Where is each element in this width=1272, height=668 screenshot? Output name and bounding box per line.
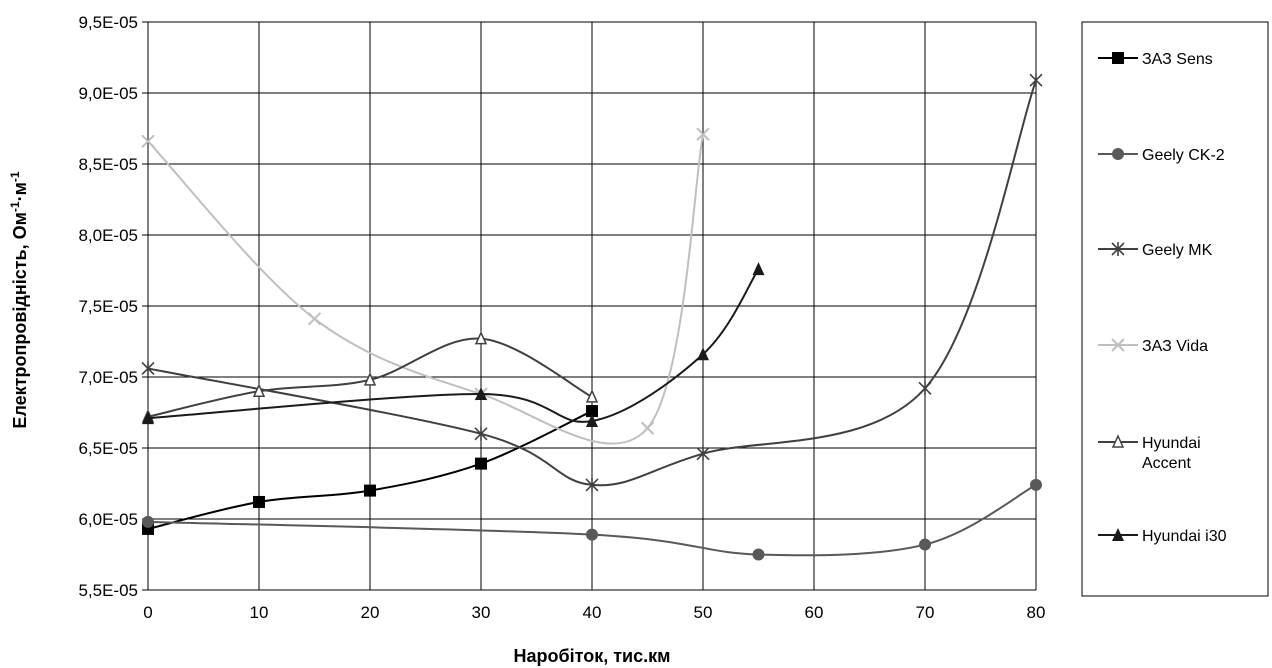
x-tick-label: 20 bbox=[361, 603, 380, 622]
data-point bbox=[585, 389, 599, 403]
data-point bbox=[307, 312, 322, 326]
y-tick-label: 8,0E-05 bbox=[78, 226, 138, 245]
legend-label: Geely CK-2 bbox=[1142, 147, 1225, 164]
data-point bbox=[919, 538, 931, 551]
legend: ЗАЗ Sens Geely CK-2 Geely MK ЗАЗ Vida Hyunda… bbox=[1098, 51, 1227, 545]
data-point bbox=[363, 372, 377, 386]
series-2 bbox=[142, 478, 1042, 561]
data-point bbox=[364, 484, 376, 497]
data-point bbox=[253, 495, 265, 508]
legend-item: Hyundai Accent bbox=[1098, 434, 1201, 472]
y-tick-label: 7,0E-05 bbox=[78, 368, 138, 387]
data-point bbox=[1029, 73, 1043, 88]
legend-item: ЗАЗ Vida bbox=[1098, 338, 1208, 355]
legend-label: ЗАЗ Vida bbox=[1142, 338, 1208, 355]
x-tick-label: 70 bbox=[916, 603, 935, 622]
x-tick-label: 60 bbox=[805, 603, 824, 622]
data-point bbox=[142, 411, 154, 425]
data-point bbox=[1111, 434, 1125, 448]
data-point bbox=[474, 330, 488, 345]
y-axis-title-mid: ·м bbox=[10, 182, 30, 201]
legend-label: Hyundai Accent bbox=[1142, 435, 1201, 472]
x-tick-label: 50 bbox=[694, 603, 713, 622]
x-tick-label: 30 bbox=[472, 603, 491, 622]
data-point bbox=[142, 515, 154, 528]
data-point bbox=[1112, 528, 1124, 541]
y-tick-label: 6,5E-05 bbox=[78, 439, 138, 458]
y-tick-label: 5,5E-05 bbox=[78, 581, 138, 600]
y-axis-title: Електропровідність, Ом-1·м-1 bbox=[8, 171, 30, 428]
y-axis-title-sup1: -1 bbox=[8, 201, 22, 212]
data-point bbox=[586, 528, 598, 541]
legend-item: Geely CK-2 bbox=[1098, 147, 1225, 164]
data-point bbox=[141, 134, 155, 148]
x-tick-label: 10 bbox=[250, 603, 269, 622]
data-point bbox=[585, 477, 599, 492]
y-axis-title-sup2: -1 bbox=[8, 171, 22, 182]
y-tick-label: 9,0E-05 bbox=[78, 84, 138, 103]
series-3 bbox=[141, 73, 1043, 492]
data-point bbox=[697, 347, 709, 361]
data-point bbox=[752, 548, 765, 561]
data-point bbox=[1111, 338, 1125, 352]
y-tick-label: 9,5E-05 bbox=[78, 13, 138, 32]
data-point bbox=[696, 446, 710, 461]
series-line bbox=[147, 268, 760, 423]
y-axis-title-main: Електропровідність, Ом bbox=[10, 212, 30, 428]
legend-item: Geely MK bbox=[1098, 242, 1213, 259]
series-line bbox=[147, 484, 1037, 557]
data-point bbox=[475, 457, 487, 470]
legend-label: Geely MK bbox=[1142, 242, 1213, 259]
data-point bbox=[586, 414, 598, 428]
y-tick-label: 6,0E-05 bbox=[78, 510, 138, 529]
data-point bbox=[696, 127, 710, 141]
legend-label: Hyundai i30 bbox=[1142, 528, 1227, 545]
x-tick-label: 0 bbox=[143, 603, 152, 622]
data-point bbox=[1030, 478, 1042, 491]
series-6 bbox=[142, 262, 765, 428]
data-point bbox=[252, 383, 266, 397]
data-point bbox=[752, 262, 765, 276]
data-point bbox=[474, 426, 488, 441]
y-tick-label: 7,5E-05 bbox=[78, 297, 138, 316]
series-layer bbox=[141, 73, 1043, 561]
tick-labels: 0 10 20 30 40 50 60 70 80 5,5E-05 6,0E-05 6,5E-05 7,… bbox=[78, 13, 1045, 622]
series-line bbox=[147, 133, 704, 445]
data-point bbox=[141, 361, 155, 376]
x-tick-label: 40 bbox=[583, 603, 602, 622]
legend-label: ЗАЗ Sens bbox=[1142, 51, 1213, 68]
x-axis-title: Наробіток, тис.км bbox=[514, 646, 671, 666]
data-point bbox=[1112, 148, 1124, 160]
grid bbox=[142, 21, 1037, 591]
y-tick-label: 8,5E-05 bbox=[78, 155, 138, 174]
legend-item: Hyundai i30 bbox=[1098, 528, 1227, 545]
legend-item: ЗАЗ Sens bbox=[1098, 51, 1213, 68]
data-point bbox=[640, 421, 655, 435]
data-point bbox=[586, 405, 598, 418]
x-tick-label: 80 bbox=[1027, 603, 1046, 622]
data-point bbox=[475, 387, 487, 401]
data-point bbox=[918, 381, 932, 396]
data-point bbox=[1112, 52, 1124, 64]
series-line bbox=[147, 79, 1037, 487]
data-point bbox=[1111, 242, 1125, 256]
legend-box bbox=[1081, 21, 1269, 597]
